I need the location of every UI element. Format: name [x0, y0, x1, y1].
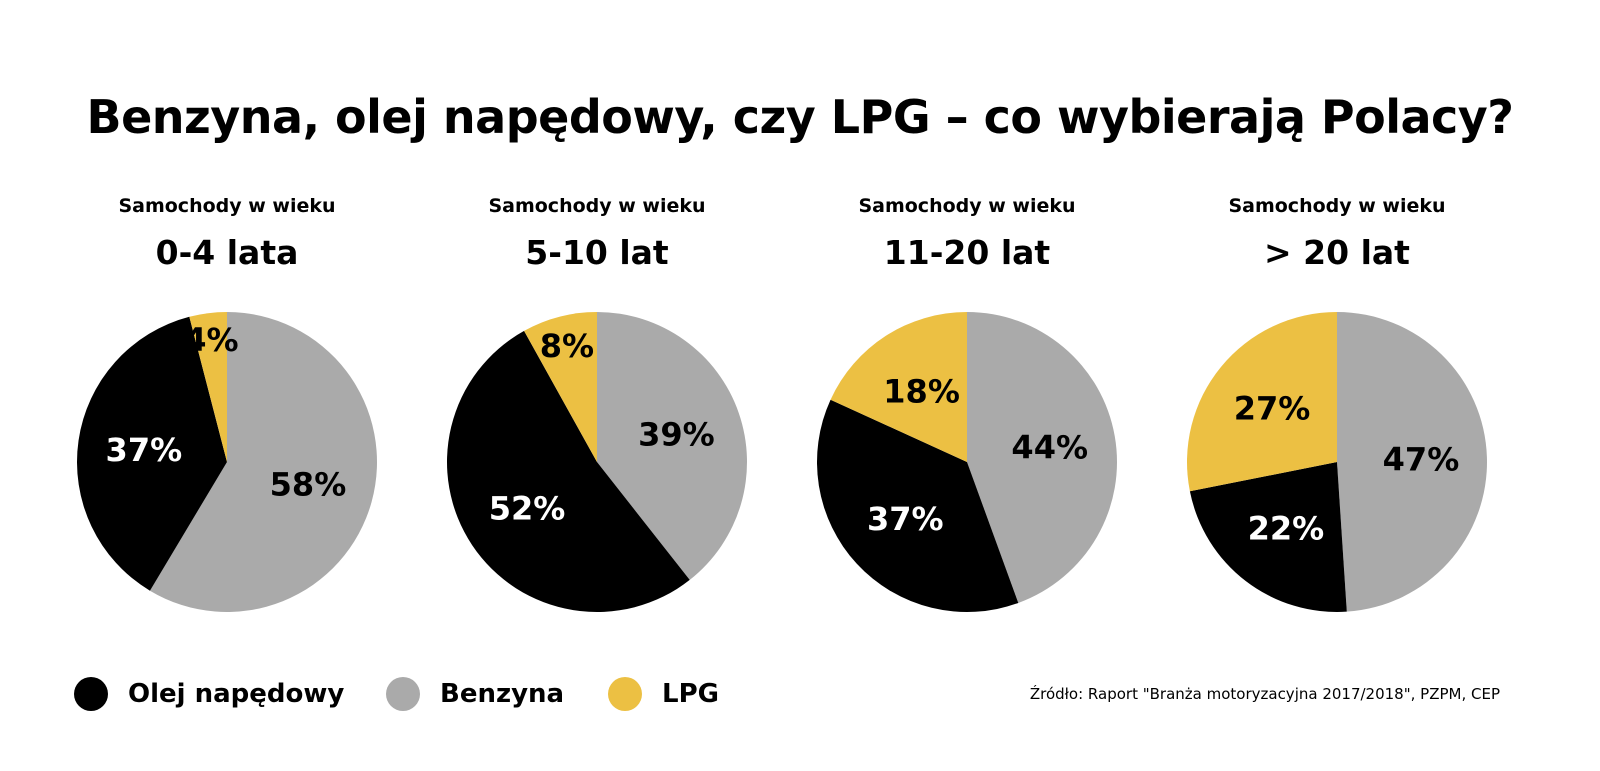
- slice-label: 44%: [1011, 428, 1088, 466]
- chart-subtitle: Samochody w wieku: [488, 195, 706, 217]
- pie-chart-5-10: Samochody w wieku 5-10 lat 39% 52% 8%: [417, 195, 777, 625]
- pie-slice-benzyna: [1337, 312, 1487, 612]
- slice-label: 47%: [1383, 440, 1460, 478]
- slice-label: 27%: [1234, 390, 1311, 428]
- pie-slice-olej-napedowy: [1189, 462, 1347, 612]
- pie-slice-olej-napedowy: [817, 399, 1019, 612]
- pie-slice-lpg: [830, 312, 967, 462]
- legend-label: Olej napędowy: [128, 679, 345, 709]
- slice-label: 37%: [106, 431, 183, 469]
- slice-label: 22%: [1248, 510, 1325, 548]
- slice-label: 52%: [489, 490, 566, 528]
- slice-label: 8%: [540, 327, 594, 365]
- legend-dot-icon: [608, 677, 642, 711]
- slice-label: 4%: [184, 321, 238, 359]
- page-title: Benzyna, olej napędowy, czy LPG – co wyb…: [86, 90, 1514, 144]
- chart-title: 11-20 lat: [883, 233, 1051, 272]
- chart-subtitle: Samochody w wieku: [1228, 195, 1446, 217]
- pie-slice-olej-napedowy: [77, 316, 227, 591]
- pie-slice-benzyna: [597, 312, 747, 580]
- pie-slice-lpg: [1187, 312, 1337, 492]
- pie-chart-over-20: Samochody w wieku > 20 lat 47% 22% 27%: [1157, 195, 1517, 625]
- legend-label: LPG: [662, 679, 719, 709]
- slice-label: 58%: [270, 465, 347, 503]
- pie-slice-benzyna: [967, 312, 1117, 603]
- legend-dot-icon: [74, 677, 108, 711]
- chart-title: 0-4 lata: [155, 233, 299, 272]
- legend-dot-icon: [386, 677, 420, 711]
- pie-svg: 44% 37% 18%: [817, 312, 1117, 612]
- slice-label: 18%: [883, 372, 960, 410]
- pie-slice-lpg: [524, 312, 597, 462]
- pie-svg: 47% 22% 27%: [1187, 312, 1487, 612]
- chart-title: > 20 lat: [1264, 233, 1410, 272]
- pie-slice-lpg: [189, 312, 227, 462]
- pie-slice-benzyna: [149, 312, 377, 612]
- pie-chart-11-20: Samochody w wieku 11-20 lat 44% 37% 18%: [787, 195, 1147, 625]
- pie-chart-0-4: Samochody w wieku 0-4 lata 58% 37% 4%: [47, 195, 407, 625]
- slice-label: 39%: [638, 416, 715, 454]
- pie-svg: 39% 52% 8%: [447, 312, 747, 612]
- chart-subtitle: Samochody w wieku: [858, 195, 1076, 217]
- slice-label: 37%: [867, 500, 944, 538]
- chart-subtitle: Samochody w wieku: [118, 195, 336, 217]
- legend-label: Benzyna: [440, 679, 565, 709]
- chart-title: 5-10 lat: [525, 233, 669, 272]
- pie-slice-olej-napedowy: [447, 330, 690, 612]
- pie-svg: 58% 37% 4%: [77, 312, 377, 612]
- source-note: Źródło: Raport "Branża motoryzacyjna 201…: [1029, 685, 1500, 703]
